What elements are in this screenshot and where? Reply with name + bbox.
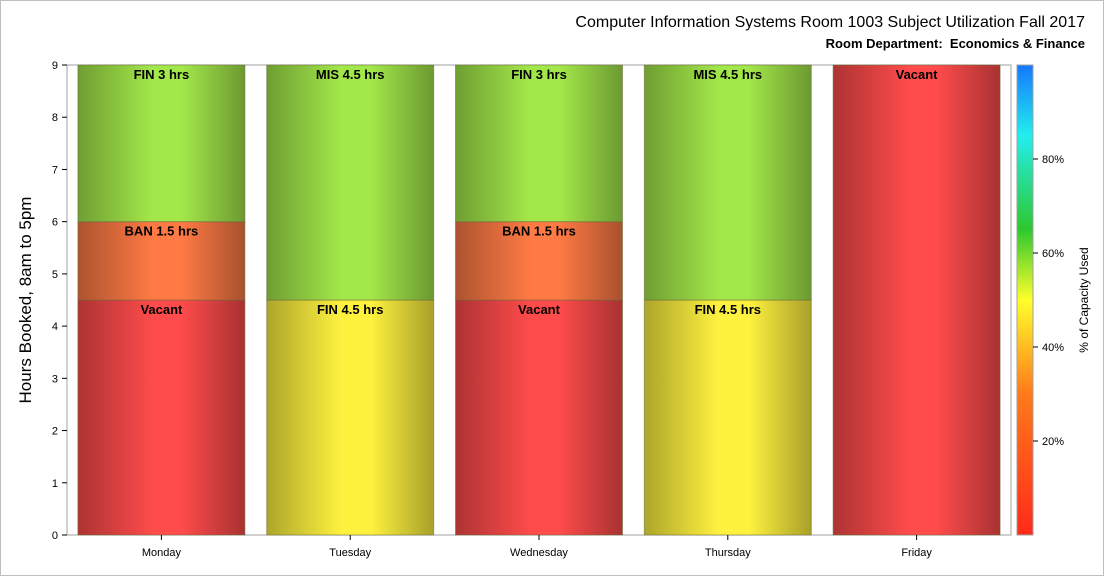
bar-segment bbox=[455, 299, 623, 536]
colorbar-title: % of Capacity Used bbox=[1077, 247, 1091, 352]
y-tick-label: 3 bbox=[52, 373, 58, 385]
segment-label: Vacant bbox=[140, 302, 183, 317]
bar-segment bbox=[832, 64, 1001, 536]
y-tick-label: 1 bbox=[52, 478, 58, 490]
y-tick-label: 2 bbox=[52, 426, 58, 438]
y-tick-label: 9 bbox=[52, 60, 58, 72]
segment-label: MIS 4.5 hrs bbox=[693, 67, 762, 82]
x-tick-label: Tuesday bbox=[329, 547, 371, 559]
colorbar-tick-label: 40% bbox=[1042, 342, 1064, 354]
bar-segment bbox=[643, 299, 812, 536]
x-tick-label: Friday bbox=[901, 547, 932, 559]
colorbar-tick-label: 20% bbox=[1042, 436, 1064, 448]
bar-segment bbox=[77, 299, 246, 536]
y-tick-label: 8 bbox=[52, 112, 58, 124]
bar-segment bbox=[455, 221, 623, 301]
x-tick-label: Thursday bbox=[705, 547, 751, 559]
bar-segment bbox=[266, 64, 435, 301]
colorbar bbox=[1016, 64, 1034, 536]
colorbar-tick-label: 80% bbox=[1042, 154, 1064, 166]
bar-segment bbox=[266, 299, 435, 536]
y-tick-label: 6 bbox=[52, 217, 58, 229]
bar-segment bbox=[643, 64, 812, 301]
segment-label: BAN 1.5 hrs bbox=[502, 224, 576, 239]
segment-label: FIN 3 hrs bbox=[134, 67, 190, 82]
bar-segment bbox=[455, 64, 623, 223]
segment-label: Vacant bbox=[896, 67, 939, 82]
y-tick-label: 5 bbox=[52, 269, 58, 281]
y-tick-label: 4 bbox=[52, 321, 58, 333]
y-tick-label: 7 bbox=[52, 164, 58, 176]
bar-segment bbox=[77, 64, 246, 223]
x-tick-label: Wednesday bbox=[510, 547, 568, 559]
colorbar-tick-label: 60% bbox=[1042, 248, 1064, 260]
y-tick-label: 0 bbox=[52, 530, 58, 542]
segment-label: BAN 1.5 hrs bbox=[125, 224, 199, 239]
segment-label: MIS 4.5 hrs bbox=[316, 67, 385, 82]
segment-label: FIN 4.5 hrs bbox=[317, 302, 383, 317]
bar-segment bbox=[77, 221, 246, 301]
y-axis-title: Hours Booked, 8am to 5pm bbox=[16, 197, 35, 404]
chart-title: Computer Information Systems Room 1003 S… bbox=[575, 14, 1085, 31]
segment-label: Vacant bbox=[518, 302, 561, 317]
x-tick-label: Monday bbox=[142, 547, 182, 559]
segment-label: FIN 4.5 hrs bbox=[695, 302, 761, 317]
chart-subtitle: Room Department: Economics & Finance bbox=[825, 36, 1085, 51]
segment-label: FIN 3 hrs bbox=[511, 67, 567, 82]
